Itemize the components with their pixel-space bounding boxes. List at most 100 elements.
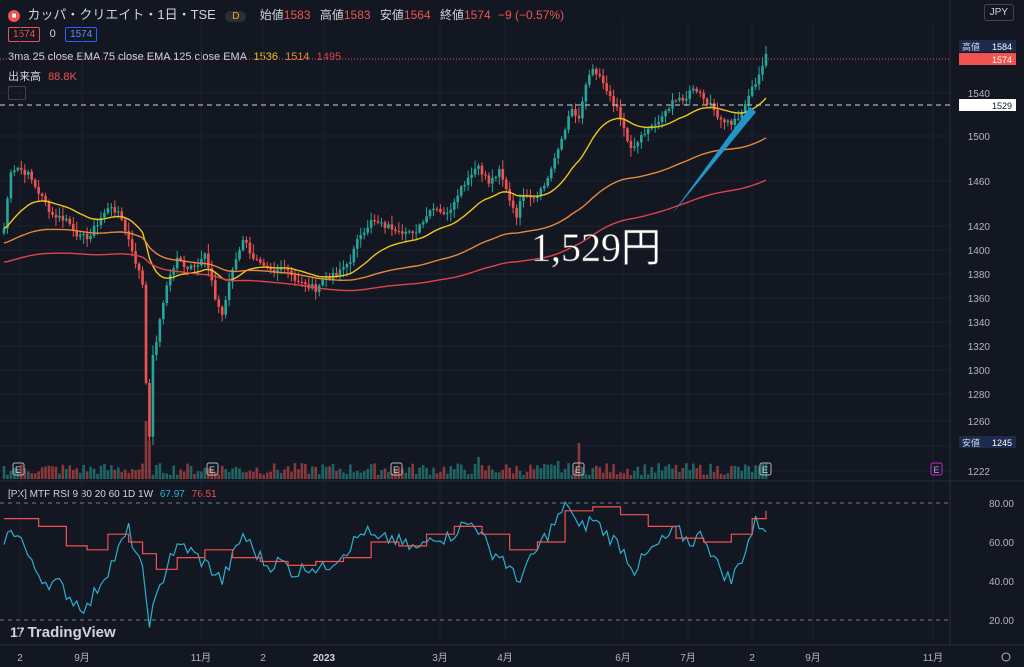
- candle: [567, 116, 570, 130]
- volume-bar: [504, 464, 508, 479]
- candle: [508, 189, 511, 201]
- candle: [276, 269, 279, 273]
- volume-bar: [168, 474, 172, 479]
- candle: [220, 306, 224, 315]
- bid-box[interactable]: 1574: [8, 27, 41, 42]
- candle: [196, 265, 200, 267]
- volume-bar: [619, 472, 622, 479]
- high-value: 1583: [343, 8, 371, 22]
- candle: [123, 219, 127, 232]
- candle: [207, 253, 210, 269]
- volume-bar: [394, 469, 397, 479]
- candle: [345, 264, 349, 268]
- candle: [2, 228, 6, 234]
- high-tag-value: 1584: [992, 42, 1012, 52]
- price-tick-label: 1320: [968, 342, 991, 353]
- volume-bar: [674, 464, 678, 479]
- volume-bar: [584, 474, 588, 479]
- volume-bar: [442, 466, 446, 479]
- volume-bar: [179, 469, 182, 479]
- candle: [40, 193, 44, 196]
- price-tick-label: 1280: [968, 390, 991, 401]
- high-label: 高値: [319, 8, 344, 22]
- volume-bar: [279, 472, 283, 479]
- candle: [20, 167, 23, 170]
- candle: [411, 231, 415, 234]
- candle: [459, 186, 463, 196]
- tradingview-logo[interactable]: 17 TradingView: [10, 624, 116, 641]
- candle: [421, 222, 425, 225]
- candle: [9, 172, 13, 199]
- low-tag-value: 1245: [992, 438, 1012, 448]
- volume-bar: [78, 472, 82, 479]
- rsi-legend[interactable]: [PX] MTF RSI 9 80 20 60 1D 1W 67.97 76.5…: [8, 489, 217, 500]
- volume-bar: [491, 469, 494, 479]
- time-tick-label: 2: [749, 653, 755, 664]
- earnings-marker-label: E: [15, 465, 21, 475]
- candle: [646, 128, 650, 134]
- price-tick-label: 1222: [968, 467, 991, 478]
- candle: [269, 267, 272, 270]
- volume-bar: [421, 465, 425, 479]
- candle: [238, 250, 241, 260]
- ma-legend[interactable]: 3ma 25 close EMA 75 close EMA 125 close …: [8, 51, 341, 63]
- candle: [134, 251, 137, 264]
- candle: [241, 239, 245, 251]
- candle: [68, 218, 72, 224]
- price-tick-label: 1260: [968, 417, 991, 428]
- price-tick-label: 1300: [968, 366, 991, 377]
- candle: [515, 207, 518, 218]
- candle: [601, 75, 605, 84]
- volume-bar: [193, 473, 196, 479]
- volume-legend[interactable]: 出来高 88.8K: [8, 68, 77, 84]
- ema75-line: [3, 137, 767, 282]
- crosshair-tag-bg: [959, 99, 1016, 111]
- candle: [71, 223, 75, 231]
- candle: [407, 231, 411, 233]
- volume-bar: [304, 464, 307, 479]
- ask-box[interactable]: 1574: [65, 27, 98, 42]
- candle: [577, 115, 581, 119]
- candle: [248, 242, 252, 254]
- volume-bar: [480, 465, 484, 479]
- volume-bar: [338, 468, 342, 479]
- candle: [716, 110, 719, 118]
- low-label: 安値: [379, 8, 404, 22]
- volume-bar: [764, 463, 768, 479]
- volume-bar: [186, 463, 189, 479]
- volume-bar: [452, 469, 456, 479]
- candle: [304, 282, 307, 285]
- candle: [702, 92, 705, 99]
- candle: [685, 98, 688, 101]
- volume-bar: [622, 473, 626, 479]
- candle: [217, 299, 221, 307]
- candle: [65, 218, 68, 221]
- currency-selector[interactable]: JPY: [983, 4, 1014, 21]
- candle: [120, 211, 124, 220]
- candle: [556, 149, 560, 159]
- volume-bar: [650, 466, 653, 479]
- candle: [612, 96, 615, 105]
- candle: [252, 253, 255, 259]
- volume-bar: [511, 473, 515, 479]
- close-value: 1574: [463, 8, 491, 22]
- volume-bar: [359, 472, 363, 479]
- volume-bar: [543, 463, 546, 479]
- candle: [293, 275, 297, 281]
- candle: [619, 107, 622, 120]
- low-tag-label-bg: [959, 436, 1016, 448]
- timeframe-badge[interactable]: D: [225, 11, 247, 22]
- candle: [151, 354, 155, 437]
- candle: [103, 212, 106, 218]
- volume-bar: [245, 472, 248, 479]
- volume-bar: [678, 471, 681, 479]
- candle: [321, 279, 324, 286]
- candle: [234, 259, 238, 270]
- volume-bar: [470, 473, 473, 479]
- time-tick-label: 4月: [497, 652, 513, 664]
- candle: [137, 263, 141, 271]
- volume-bar: [411, 463, 415, 479]
- tv-logo-icon: 17: [10, 624, 25, 640]
- symbol-title[interactable]: カッパ・クリエイト・1日・TSE: [27, 7, 216, 22]
